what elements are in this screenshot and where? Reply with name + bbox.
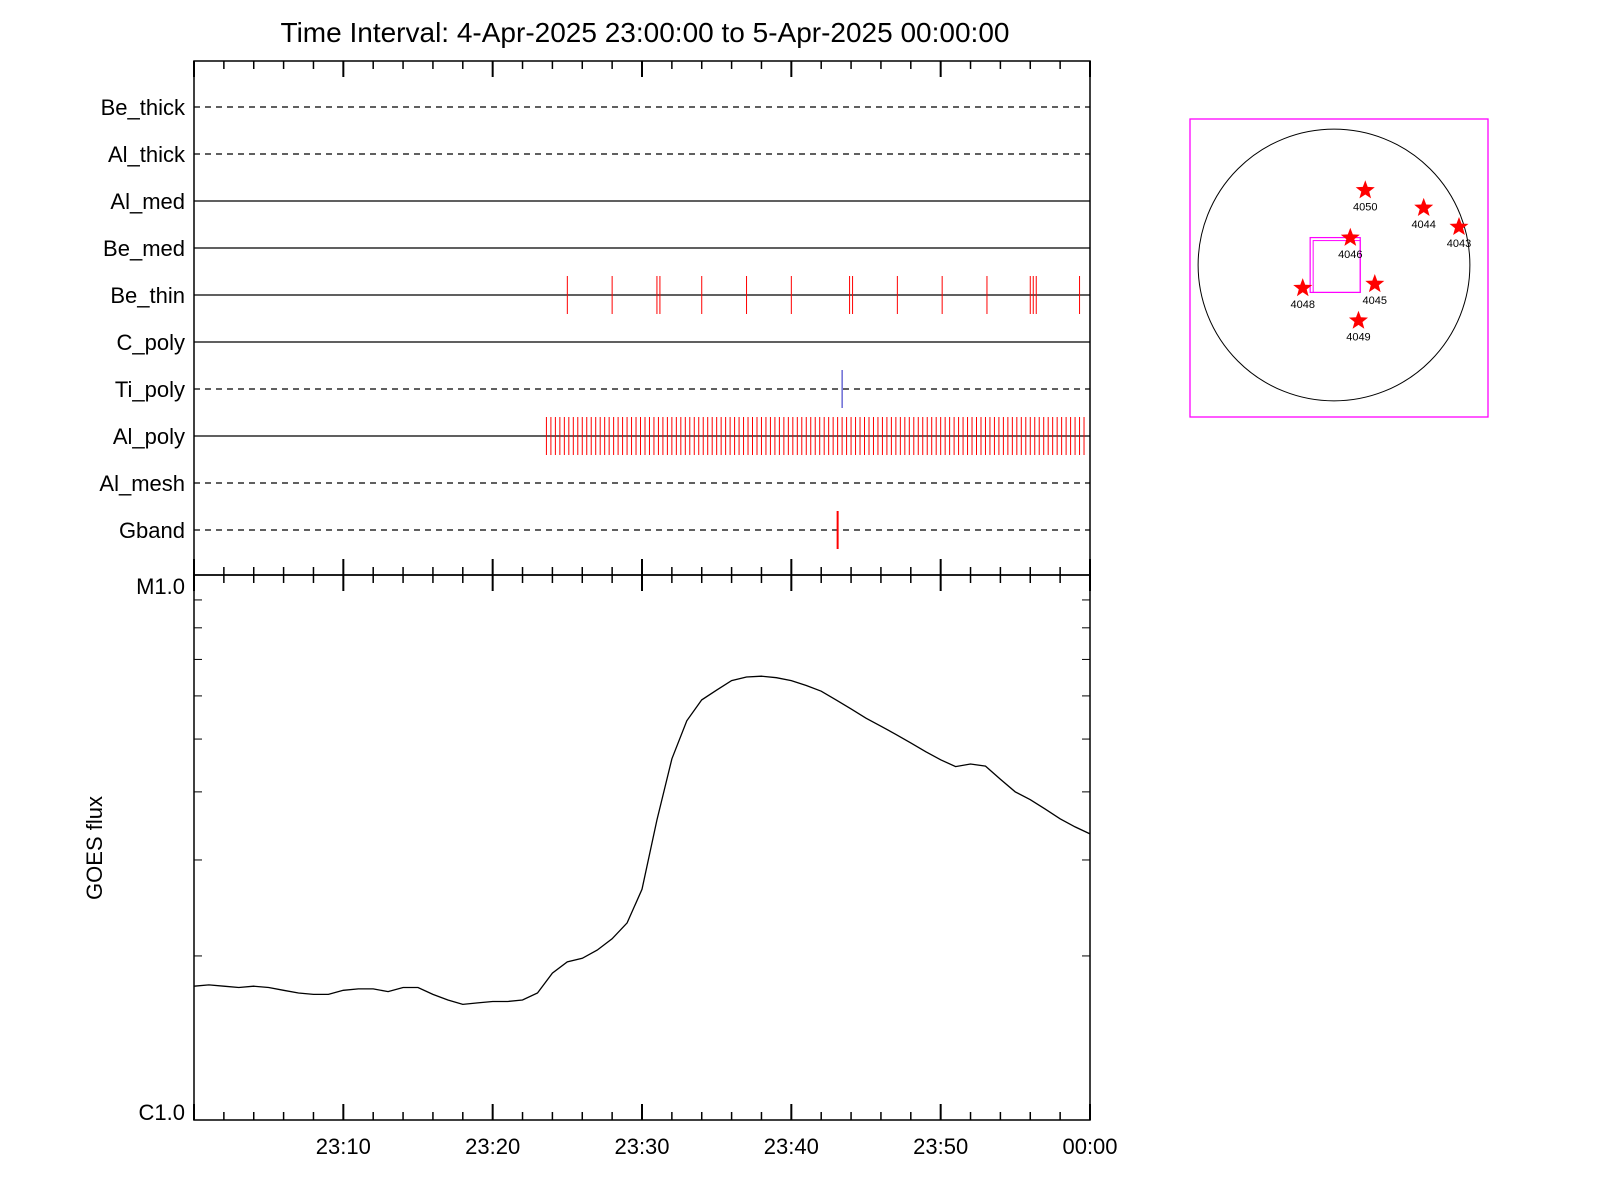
active-region-star-4046 <box>1340 227 1360 246</box>
y-axis-label: GOES flux <box>82 796 107 900</box>
timeline-ticks <box>193 61 1091 575</box>
row-label-C_poly: C_poly <box>117 330 185 355</box>
active-region-label-4044: 4044 <box>1411 219 1435 231</box>
x-tick-labels: 23:10 23:20 23:30 23:40 23:50 00:00 <box>316 1134 1118 1159</box>
active-region-label-4045: 4045 <box>1363 295 1387 307</box>
active-region-star-4044 <box>1414 197 1434 216</box>
y-tick-label-bottom: C1.0 <box>139 1100 185 1125</box>
solar-disk-limb <box>1197 128 1471 402</box>
row-label-Al_thick: Al_thick <box>108 142 186 167</box>
fov-rect-inner <box>1312 240 1361 293</box>
fov-rect <box>1309 236 1361 294</box>
row-label-Al_poly: Al_poly <box>113 424 185 449</box>
row-label-Gband: Gband <box>119 518 185 543</box>
timeline-rows: Be_thick Al_thick Al_med Be_med Be_thin C_pol… <box>99 95 1090 549</box>
flux-frame <box>193 574 1091 1121</box>
row-label-Ti_poly: Ti_poly <box>115 377 185 402</box>
row-label-Al_med: Al_med <box>110 189 185 214</box>
x-tick-label: 00:00 <box>1062 1134 1117 1159</box>
detector-timeline-panel: Be_thick Al_thick Al_med Be_med Be_thin C_pol… <box>99 60 1091 576</box>
x-tick-label: 23:20 <box>465 1134 520 1159</box>
x-tick-label: 23:30 <box>614 1134 669 1159</box>
chart-title: Time Interval: 4-Apr-2025 23:00:00 to 5-… <box>281 17 1010 48</box>
active-region-label-4050: 4050 <box>1353 201 1377 213</box>
active-region-star-4049 <box>1348 310 1368 329</box>
flux-ticks <box>193 575 1091 1120</box>
active-region-label-4043: 4043 <box>1447 238 1471 250</box>
y-tick-label-top: M1.0 <box>136 574 185 599</box>
fov-box <box>1309 236 1361 294</box>
goes-flux-series-line <box>193 675 1091 1006</box>
row-label-Be_thin: Be_thin <box>110 283 185 308</box>
x-tick-label: 23:50 <box>913 1134 968 1159</box>
active-region-label-4046: 4046 <box>1338 249 1362 261</box>
row-label-Be_thick: Be_thick <box>101 95 186 120</box>
active-region-label-4049: 4049 <box>1346 332 1370 344</box>
x-tick-label: 23:40 <box>764 1134 819 1159</box>
active-region-star-4043 <box>1449 217 1469 235</box>
map-frame <box>1189 118 1489 418</box>
active-region-star-4045 <box>1365 274 1385 293</box>
solar-disk-map: 4050 4044 4043 4046 4045 4048 4049 <box>1189 118 1489 418</box>
timeline-frame <box>193 60 1091 576</box>
x-tick-label: 23:10 <box>316 1134 371 1159</box>
goes-flux-panel: M1.0 C1.0 GOES flux 23:10 23:20 23:30 23:40… <box>82 574 1118 1159</box>
row-label-Al_mesh: Al_mesh <box>99 471 185 496</box>
row-label-Be_med: Be_med <box>103 236 185 261</box>
active-region-label-4048: 4048 <box>1291 299 1315 311</box>
active-regions: 4050 4044 4043 4046 4045 4048 4049 <box>1291 180 1471 344</box>
active-region-star-4048 <box>1293 278 1313 297</box>
active-region-star-4050 <box>1355 180 1375 199</box>
